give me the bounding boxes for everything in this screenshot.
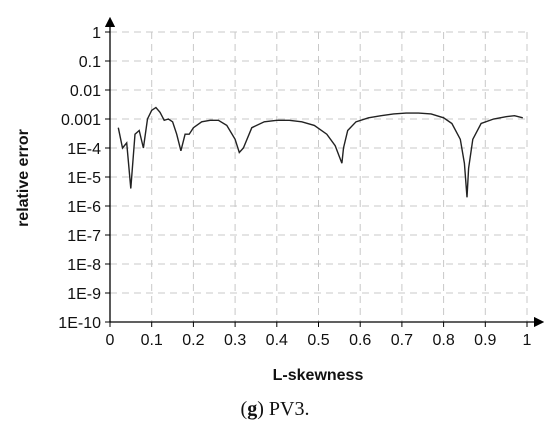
relative-error-chart: 1E-10 1E-9 1E-8 1E-7 1E-6 1E-5 1E-4 0.001 0.01 0.… (15, 16, 545, 384)
x-tick-label: 0.6 (349, 332, 371, 349)
x-tick-label: 1 (523, 332, 532, 349)
y-tick-label: 1E-4 (67, 141, 101, 158)
series-line (117, 106, 523, 198)
figure-caption: (g) PV3. (0, 398, 550, 421)
y-tick-label: 1E-10 (58, 315, 101, 332)
axes (104, 16, 545, 328)
x-tick-label: 0.7 (391, 332, 413, 349)
y-tick-label: 0.001 (61, 112, 101, 129)
y-tick-label: 1E-5 (67, 170, 101, 187)
y-tick-label: 1E-8 (67, 257, 101, 274)
y-axis-title: relative error (15, 129, 32, 227)
y-tick-label: 1E-7 (67, 228, 101, 245)
x-tick-label: 0.8 (432, 332, 454, 349)
caption-panel-letter: g (247, 398, 258, 420)
x-tick-label: 0.3 (224, 332, 246, 349)
x-tick-label: 0.2 (182, 332, 204, 349)
y-tick-label: 0.1 (79, 54, 101, 71)
caption-text: PV3. (263, 398, 310, 420)
caption-close-paren: ) (257, 398, 264, 420)
y-tick-label: 1 (92, 25, 101, 42)
x-tick-label: 0.5 (307, 332, 329, 349)
x-tick-labels: 0 0.1 0.2 0.3 0.4 0.5 0.6 0.7 0.8 0.9 1 (106, 332, 532, 349)
y-tick-label: 1E-9 (67, 286, 101, 303)
y-tick-label: 1E-6 (67, 199, 101, 216)
x-tick-label: 0 (106, 332, 115, 349)
grid (110, 31, 528, 322)
y-tick-label: 0.01 (70, 83, 101, 100)
x-tick-label: 0.4 (266, 332, 288, 349)
x-axis-title: L-skewness (273, 367, 364, 384)
x-tick-label: 0.1 (141, 332, 163, 349)
caption-open-paren: ( (240, 398, 248, 420)
x-tick-label: 0.9 (474, 332, 496, 349)
y-tick-labels: 1E-10 1E-9 1E-8 1E-7 1E-6 1E-5 1E-4 0.001 0.01 0.… (58, 25, 101, 332)
